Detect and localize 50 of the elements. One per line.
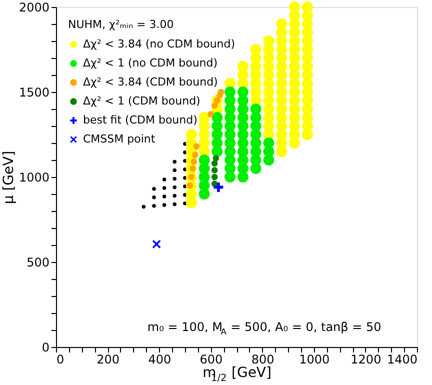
y-tick-label: 1500: [18, 86, 50, 100]
legend-title: NUHM, χ²ₘᵢₙ = 3.00: [68, 18, 174, 31]
point: [162, 178, 166, 182]
y-tick-label: 2000: [18, 0, 50, 14]
y-tick-label: 0: [42, 340, 50, 354]
point: [172, 160, 176, 164]
y-tick-label: 1000: [18, 170, 50, 184]
point: [212, 155, 220, 162]
x-tick-label: 400: [148, 352, 172, 366]
point: [152, 204, 156, 208]
point: [152, 187, 156, 191]
x-tick-label: 600: [200, 352, 223, 366]
point: [211, 167, 218, 174]
point: [198, 154, 210, 166]
legend-label: Δχ² < 1 (no CDM bound): [83, 56, 218, 70]
point: [162, 194, 166, 198]
point: [224, 86, 236, 98]
legend-label: Δχ² < 1 (CDM bound): [83, 94, 200, 108]
legend-label: best fit (CDM bound): [83, 114, 198, 126]
point: [237, 86, 248, 98]
x-tick-label: 1400: [386, 352, 418, 366]
point: [152, 196, 156, 200]
point: [172, 168, 176, 172]
point: [263, 138, 274, 148]
point: [212, 112, 223, 123]
y-axis-title: μ [GeV]: [0, 150, 17, 204]
point: [214, 182, 224, 192]
point: [192, 152, 198, 158]
legend-label: CMSSM point: [83, 132, 156, 146]
point: [211, 174, 218, 180]
point: [172, 176, 176, 181]
point: [162, 203, 166, 207]
point: [172, 185, 176, 190]
legend-label: Δχ² < 3.84 (no CDM bound): [83, 38, 236, 50]
legend-label: Δχ² < 3.84 (CDM bound): [83, 76, 218, 88]
x-tick-label: 200: [96, 352, 120, 366]
point: [208, 110, 214, 118]
x-tick-label: 800: [251, 352, 274, 366]
point: [218, 88, 224, 96]
point: [250, 104, 262, 114]
point: [193, 143, 200, 150]
point: [152, 240, 161, 248]
x-tick-label: 1200: [350, 352, 382, 366]
point: [162, 186, 166, 190]
point: [172, 194, 176, 198]
point: [172, 202, 176, 206]
point: [142, 204, 146, 209]
y-tick-label: 500: [26, 256, 50, 270]
x-tick-label: 1000: [299, 352, 330, 366]
x-tick-label: 0: [56, 352, 64, 366]
